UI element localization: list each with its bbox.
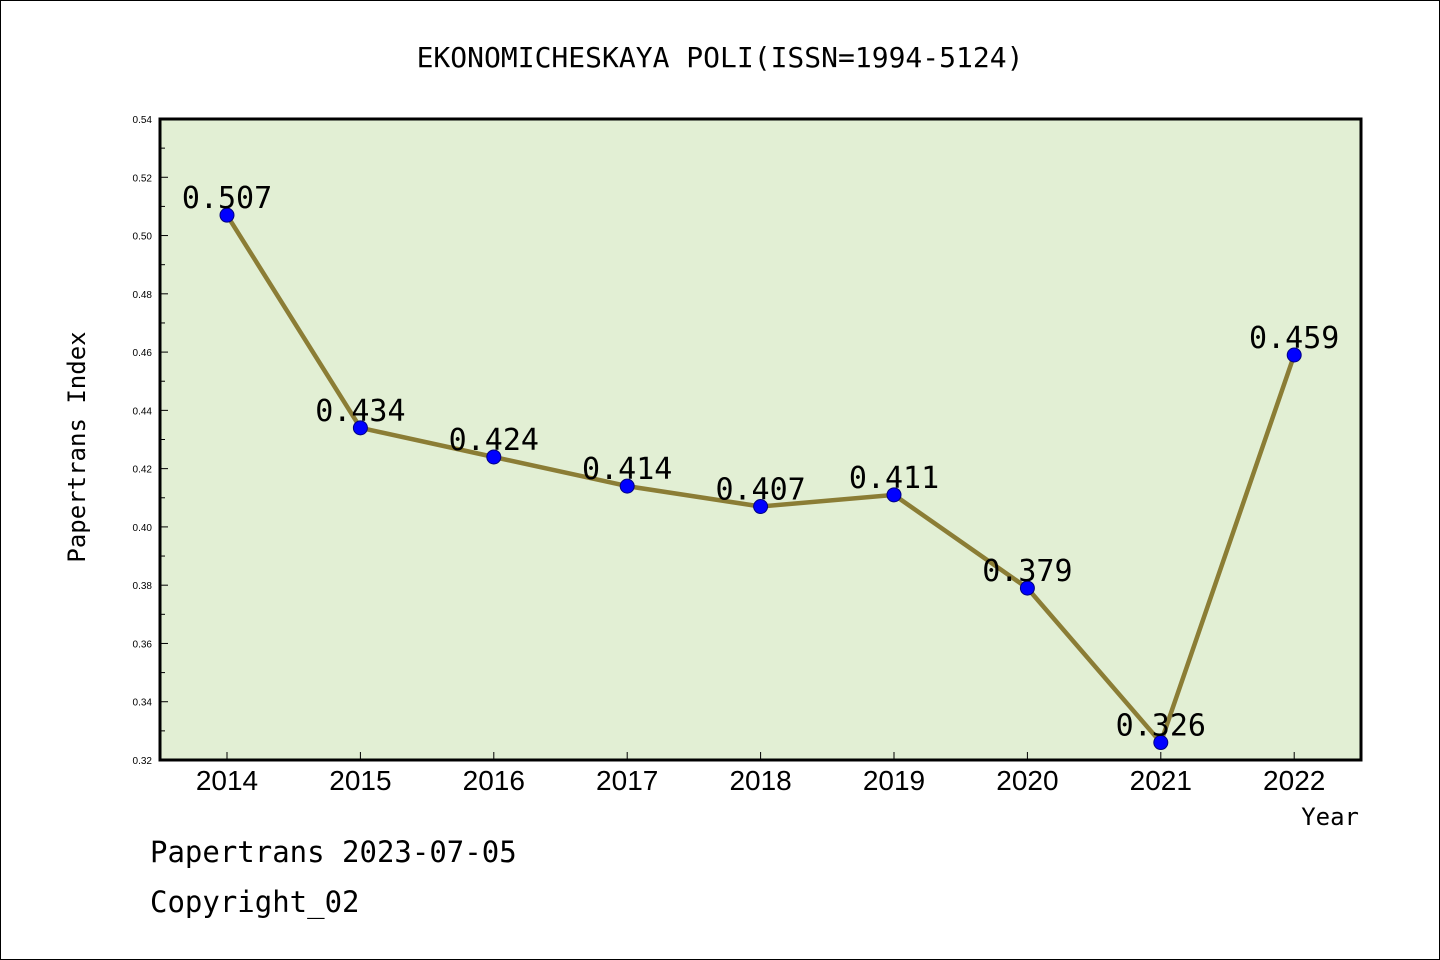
data-label: 0.379 — [982, 554, 1072, 589]
y-tick-label: 0.36 — [133, 639, 153, 650]
y-tick-label: 0.52 — [133, 173, 153, 184]
data-label: 0.507 — [182, 181, 272, 216]
x-tick-label: 2020 — [996, 765, 1058, 796]
data-point-marker — [486, 449, 502, 465]
data-label: 0.424 — [449, 423, 539, 458]
data-point-marker — [352, 420, 368, 436]
y-tick-label: 0.44 — [133, 406, 153, 417]
x-axis: 2014 2015 2016 2017 2018 2019 2020 2021 2022 — [196, 752, 1325, 796]
y-tick-label: 0.34 — [133, 698, 153, 709]
data-label: 0.414 — [582, 452, 672, 487]
data-label: 0.411 — [849, 461, 939, 496]
x-axis-label: Year — [1301, 803, 1359, 831]
x-tick-label: 2014 — [196, 765, 258, 796]
x-tick-label: 2019 — [863, 765, 925, 796]
data-point-marker — [1153, 735, 1169, 751]
data-label: 0.434 — [315, 394, 405, 429]
data-point-marker — [753, 499, 769, 515]
x-tick-label: 2018 — [729, 765, 791, 796]
y-tick-label: 0.54 — [133, 115, 153, 126]
series-line-group — [219, 207, 1302, 751]
chart-title: EKONOMICHESKAYA POLI(ISSN=1994-5124) — [417, 41, 1024, 74]
y-tick-label: 0.38 — [133, 581, 153, 592]
x-tick-label: 2021 — [1130, 765, 1192, 796]
data-label: 0.326 — [1116, 709, 1206, 744]
y-axis: 0.32 0.34 0.36 0.38 0.40 0.42 0.44 0.46 0.48 0.50… — [133, 115, 168, 767]
data-point-marker — [1286, 347, 1302, 363]
data-point-marker — [619, 478, 635, 494]
data-point-marker — [1019, 580, 1035, 596]
plot-area — [160, 119, 1361, 760]
plot-border — [158, 117, 1363, 762]
x-tick-label: 2022 — [1263, 765, 1325, 796]
x-tick-label: 2016 — [463, 765, 525, 796]
y-tick-label: 0.32 — [133, 756, 153, 767]
y-axis-label: Papertrans Index — [63, 331, 91, 562]
data-point-marker — [219, 207, 235, 223]
footer-copyright: Copyright_02 — [150, 885, 360, 919]
data-labels-group: 0.507 0.434 0.424 0.414 0.407 0.411 0.379 0.326… — [182, 181, 1340, 743]
footer-date: Papertrans 2023-07-05 — [150, 835, 517, 869]
y-tick-label: 0.50 — [133, 232, 153, 243]
x-tick-label: 2017 — [596, 765, 658, 796]
x-tick-label: 2015 — [329, 765, 391, 796]
y-tick-label: 0.48 — [133, 290, 153, 301]
data-label: 0.459 — [1249, 321, 1339, 356]
data-label: 0.407 — [715, 473, 805, 508]
y-tick-label: 0.42 — [133, 465, 153, 476]
y-tick-label: 0.46 — [133, 348, 153, 359]
y-tick-label: 0.40 — [133, 523, 153, 534]
data-point-marker — [886, 487, 902, 503]
